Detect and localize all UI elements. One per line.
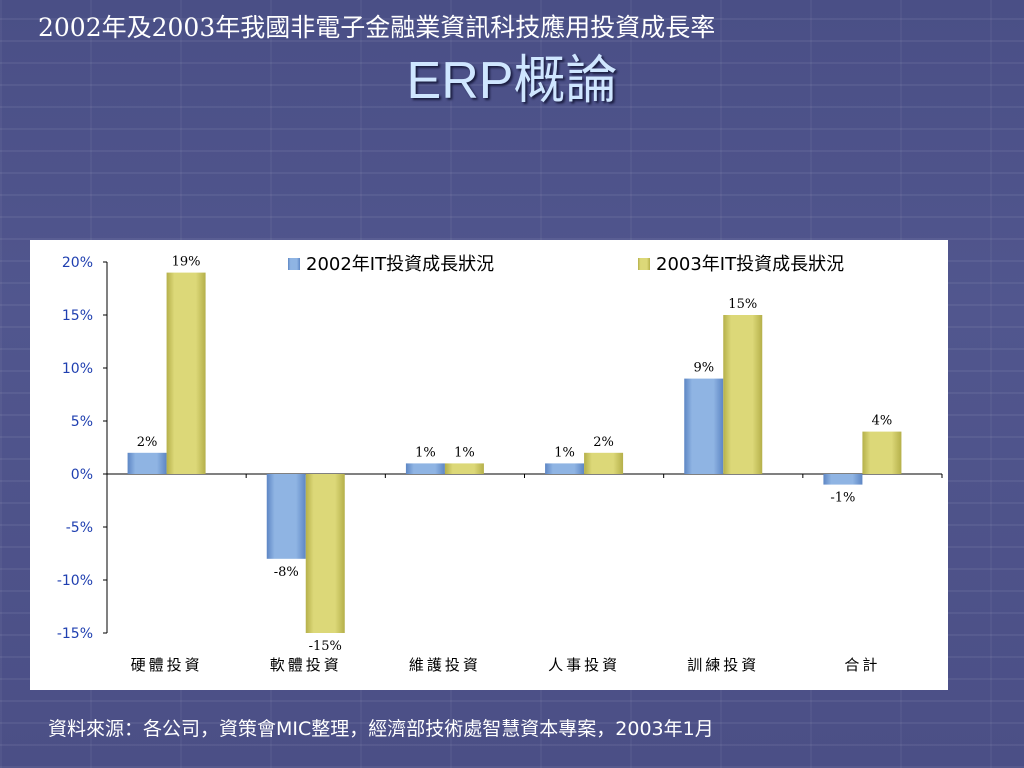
- bar-2003: [305, 474, 345, 633]
- data-label: 9%: [693, 361, 714, 376]
- bar-2002: [266, 474, 306, 559]
- y-tick-label: 10%: [62, 361, 93, 377]
- data-label: 1%: [554, 445, 575, 460]
- bar-2003: [584, 452, 624, 474]
- bar-2003: [166, 272, 206, 474]
- legend-swatch: [638, 258, 650, 270]
- bar-chart: 20% 15% 10% 5% 0% -5% -10% -15% 2% 19% 硬體投資 -8% -15%…: [57, 254, 943, 674]
- chart-panel: 20% 15% 10% 5% 0% -5% -10% -15% 2% 19% 硬體投資 -8% -15%…: [30, 240, 948, 690]
- bar-2002: [823, 474, 863, 485]
- legend-label: 2003年IT投資成長狀況: [656, 254, 844, 275]
- bar-2002: [127, 452, 167, 474]
- data-label: 15%: [728, 297, 757, 312]
- data-label: 2%: [593, 435, 614, 450]
- category-label: 訓練投資: [687, 656, 759, 674]
- data-label: 1%: [415, 445, 436, 460]
- y-tick-label: 20%: [62, 255, 93, 271]
- data-label: 19%: [172, 255, 201, 270]
- category-label: 維護投資: [409, 656, 481, 674]
- bar-2002: [545, 463, 585, 474]
- category-label: 人事投資: [548, 656, 620, 674]
- legend-label: 2002年IT投資成長狀況: [306, 254, 494, 275]
- category-label: 軟體投資: [270, 656, 342, 674]
- bar-2003: [444, 463, 484, 474]
- y-tick-label: -15%: [57, 626, 93, 642]
- data-label: 2%: [137, 435, 158, 450]
- y-tick-label: 15%: [62, 308, 93, 324]
- source-note: 資料來源：各公司，資策會MIC整理，經濟部技術處智慧資本專案，2003年1月: [48, 718, 714, 740]
- bar-2002: [684, 378, 724, 474]
- y-tick-label: 0%: [71, 467, 93, 483]
- data-label: -15%: [309, 639, 342, 654]
- data-label: 4%: [872, 414, 893, 429]
- bar-2003: [723, 315, 763, 474]
- y-tick-label: -5%: [66, 520, 93, 536]
- legend-swatch: [288, 258, 300, 270]
- data-label: -1%: [830, 491, 855, 506]
- bar-2003: [862, 431, 902, 474]
- category-label: 合計: [844, 656, 880, 674]
- y-tick-label: 5%: [71, 414, 93, 430]
- data-label: -8%: [274, 565, 299, 580]
- category-label: 硬體投資: [131, 656, 203, 674]
- bar-2002: [405, 463, 445, 474]
- slide-subtitle: 2002年及2003年我國非電子金融業資訊科技應用投資成長率: [38, 13, 716, 42]
- data-label: 1%: [454, 445, 475, 460]
- y-tick-label: -10%: [57, 573, 93, 589]
- slide-title: ERP概論: [406, 52, 618, 110]
